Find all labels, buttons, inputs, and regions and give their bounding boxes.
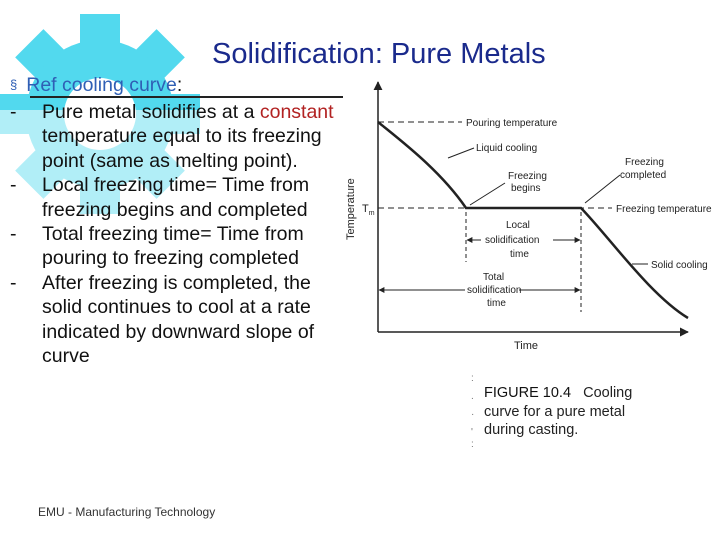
caption-tick-mark: :	[471, 373, 474, 384]
dash-marker: -	[10, 223, 17, 246]
caption-tick-mark: .	[471, 391, 474, 402]
figure-caption: FIGURE 10.4 Cooling curve for a pure met…	[484, 384, 632, 440]
freezing-begins-label-1: Freezing	[508, 171, 547, 182]
caption-tick-mark: '	[471, 427, 473, 438]
pouring-temp-label: Pouring temperature	[466, 118, 558, 129]
ref-link[interactable]: Ref cooling curve	[26, 74, 177, 96]
bullet-highlight: constant	[259, 101, 334, 123]
caption-line1-rest: Cooling	[583, 385, 633, 401]
x-axis-label: Time	[514, 340, 538, 352]
tm-label: Tm	[362, 203, 375, 217]
dash-marker: -	[10, 271, 17, 294]
ref-underline	[30, 96, 343, 98]
local-time-label-1: Local	[506, 220, 530, 231]
total-time-label-2: solidification	[467, 285, 521, 296]
footer-text: EMU - Manufacturing Technology	[38, 505, 216, 519]
local-time-label-3: time	[510, 249, 529, 260]
solid-cooling-label: Solid cooling	[651, 260, 708, 271]
total-time-label-3: time	[487, 298, 506, 309]
caption-tick-mark: :	[471, 439, 474, 450]
freezing-completed-label-1: Freezing	[625, 157, 664, 168]
freezing-begins-leader	[469, 182, 506, 206]
bullet-text: Local freezing time= Time from freezing …	[42, 174, 310, 221]
bullet-item: - Total freezing time= Time from pouring…	[10, 222, 355, 271]
bullet-item: - After freezing is completed, the solid…	[10, 271, 355, 369]
bullet-text: Pure metal solidifies at a	[42, 101, 260, 123]
bullet-text-rest: temperature equal to its freezing point …	[42, 125, 322, 172]
caption-line3: during casting.	[484, 422, 579, 439]
slide-title: Solidification: Pure Metals	[212, 38, 546, 70]
caption-figure-number: FIGURE 10.4	[484, 385, 572, 401]
local-time-label-2: solidification	[485, 235, 539, 246]
bullet-text: After freezing is completed, the solid c…	[42, 271, 315, 368]
freezing-temp-label: Freezing temperature	[616, 204, 712, 215]
bullet-list: - Pure metal solidifies at a constant te…	[10, 100, 355, 368]
ref-colon: :	[176, 74, 183, 96]
freezing-begins-label-2: begins	[511, 183, 540, 194]
ref-bullet-line: § Ref cooling curve:	[10, 74, 182, 97]
bullet-text: Total freezing time= Time from pouring t…	[42, 223, 304, 270]
bullet-item: - Pure metal solidifies at a constant te…	[10, 100, 355, 173]
bullet-item: - Local freezing time= Time from freezin…	[10, 173, 355, 222]
freezing-completed-label-2: completed	[620, 170, 666, 181]
square-bullet-icon: §	[10, 77, 18, 92]
dash-marker: -	[10, 174, 17, 197]
dash-marker: -	[10, 101, 17, 123]
caption-line2: curve for a pure metal	[484, 403, 626, 420]
liquid-cooling-label: Liquid cooling	[476, 143, 537, 154]
total-time-label-1: Total	[483, 272, 504, 283]
caption-tick-mark: ·	[471, 409, 475, 420]
freezing-completed-leader	[584, 174, 621, 204]
y-axis-label: Temperature	[345, 178, 357, 240]
liquid-cooling-leader	[447, 147, 475, 159]
